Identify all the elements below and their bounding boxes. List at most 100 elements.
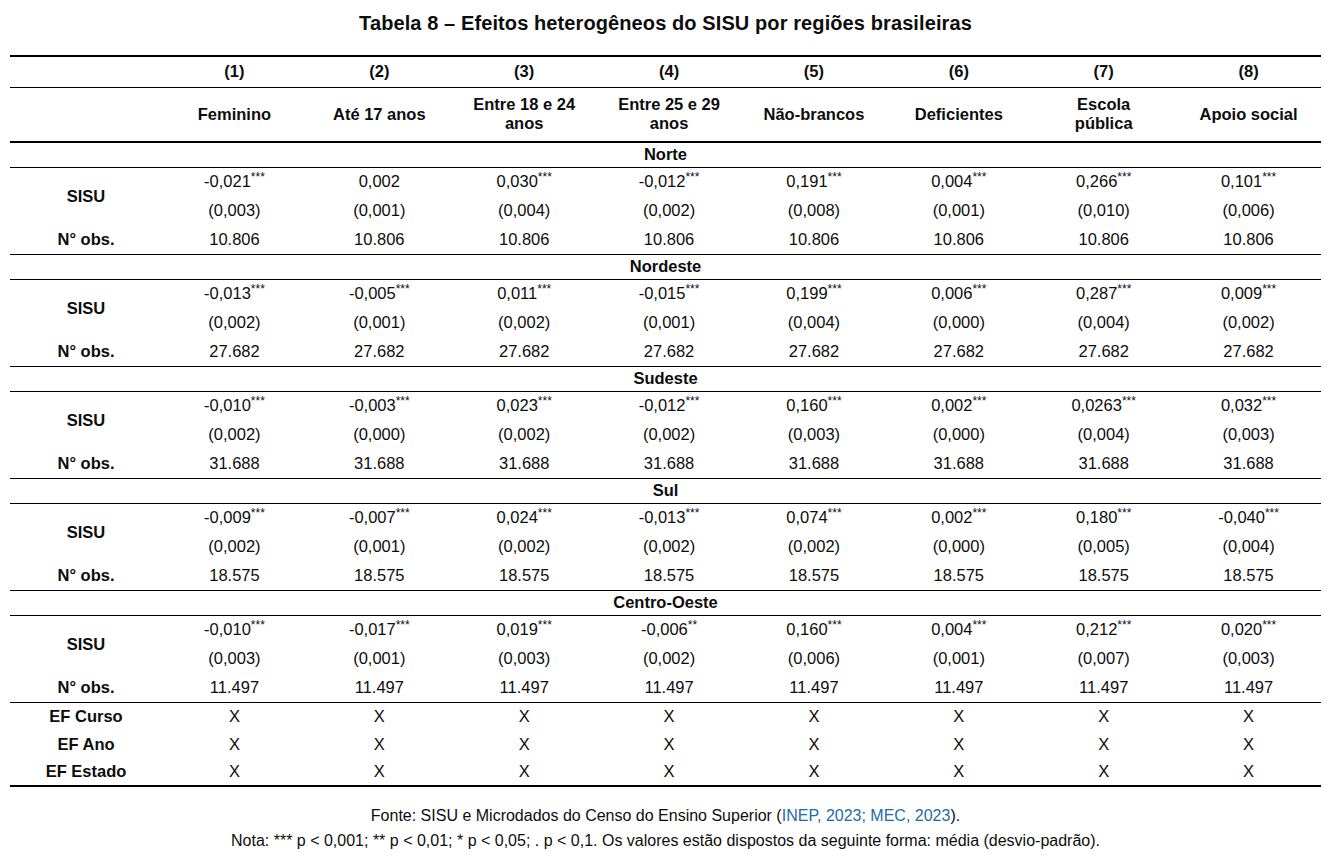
fixed-effect-cell: X xyxy=(307,730,452,758)
significance-stars: *** xyxy=(1117,618,1131,632)
coefficient-cell: 0,180*** xyxy=(1031,503,1176,532)
significance-stars: *** xyxy=(396,282,410,296)
obs-cell: 11.497 xyxy=(452,673,597,702)
significance-stars: *** xyxy=(1262,282,1276,296)
significance-stars: *** xyxy=(537,282,551,296)
obs-cell: 10.806 xyxy=(1176,225,1321,254)
significance-stars: *** xyxy=(972,170,986,184)
obs-cell: 27.682 xyxy=(742,337,887,366)
coefficient-cell: 0,030*** xyxy=(452,167,597,196)
coefficient-cell: -0,013*** xyxy=(597,503,742,532)
coefficient-cell: 0,023*** xyxy=(452,391,597,420)
fixed-effect-cell: X xyxy=(452,702,597,730)
standard-error-cell: (0,004) xyxy=(1031,308,1176,337)
obs-cell: 11.497 xyxy=(1031,673,1176,702)
column-header: Deficientes xyxy=(886,87,1031,142)
coefficient-cell: 0,019*** xyxy=(452,615,597,644)
column-number: (4) xyxy=(597,56,742,87)
table-header: (1)(2)(3)(4)(5)(6)(7)(8) FemininoAté 17 … xyxy=(10,56,1321,142)
region-row: Sudeste xyxy=(10,366,1321,391)
coefficient-cell: -0,040*** xyxy=(1176,503,1321,532)
column-header: Até 17 anos xyxy=(307,87,452,142)
region-header: Nordeste xyxy=(10,254,1321,279)
standard-error-cell: (0,001) xyxy=(307,196,452,225)
fixed-effect-cell: X xyxy=(1031,702,1176,730)
significance-stars: *** xyxy=(396,394,410,408)
sisu-coefficient-row: SISU-0,009***-0,007***0,024***-0,013***0… xyxy=(10,503,1321,532)
fixed-effect-cell: X xyxy=(597,730,742,758)
significance-stars: *** xyxy=(972,506,986,520)
standard-error-cell: (0,002) xyxy=(597,196,742,225)
fonte-citation-link[interactable]: INEP, 2023; MEC, 2023 xyxy=(782,807,951,824)
fixed-effect-cell: X xyxy=(162,702,307,730)
fixed-effect-cell: X xyxy=(1176,702,1321,730)
obs-cell: 18.575 xyxy=(1031,561,1176,590)
standard-error-cell: (0,001) xyxy=(307,644,452,673)
significance-stars: *** xyxy=(251,506,265,520)
obs-cell: 10.806 xyxy=(307,225,452,254)
significance-stars: *** xyxy=(828,282,842,296)
standard-error-cell: (0,000) xyxy=(307,420,452,449)
standard-error-cell: (0,002) xyxy=(597,644,742,673)
obs-cell: 31.688 xyxy=(1031,449,1176,478)
coefficient-cell: 0,266*** xyxy=(1031,167,1176,196)
column-header: Apoio social xyxy=(1176,87,1321,142)
coefficient-cell: 0,024*** xyxy=(452,503,597,532)
standard-error-cell: (0,002) xyxy=(162,308,307,337)
column-number: (3) xyxy=(452,56,597,87)
coefficient-cell: 0,212*** xyxy=(1031,615,1176,644)
standard-error-cell: (0,003) xyxy=(162,196,307,225)
coefficient-cell: 0,004*** xyxy=(886,615,1031,644)
coefficient-cell: 0,101*** xyxy=(1176,167,1321,196)
row-label-sisu: SISU xyxy=(10,615,162,673)
obs-cell: 27.682 xyxy=(1176,337,1321,366)
sisu-se-row: (0,002)(0,001)(0,002)(0,001)(0,004)(0,00… xyxy=(10,308,1321,337)
region-header: Centro-Oeste xyxy=(10,590,1321,615)
obs-cell: 11.497 xyxy=(162,673,307,702)
fixed-effect-cell: X xyxy=(597,702,742,730)
obs-cell: 10.806 xyxy=(742,225,887,254)
obs-cell: 27.682 xyxy=(162,337,307,366)
obs-cell: 18.575 xyxy=(1176,561,1321,590)
significance-note: Nota: *** p < 0,001; ** p < 0,01; * p < … xyxy=(0,828,1331,853)
fixed-effect-cell: X xyxy=(886,702,1031,730)
standard-error-cell: (0,000) xyxy=(886,532,1031,561)
coefficient-cell: -0,013*** xyxy=(162,279,307,308)
sisu-se-row: (0,002)(0,000)(0,002)(0,002)(0,003)(0,00… xyxy=(10,420,1321,449)
row-label-fixed-effect: EF Ano xyxy=(10,730,162,758)
row-label-sisu: SISU xyxy=(10,279,162,337)
standard-error-cell: (0,001) xyxy=(597,308,742,337)
significance-stars: ** xyxy=(688,618,697,632)
sisu-se-row: (0,003)(0,001)(0,004)(0,002)(0,008)(0,00… xyxy=(10,196,1321,225)
significance-stars: *** xyxy=(538,170,552,184)
fixed-effect-cell: X xyxy=(452,758,597,786)
standard-error-cell: (0,001) xyxy=(307,532,452,561)
column-number-row: (1)(2)(3)(4)(5)(6)(7)(8) xyxy=(10,56,1321,87)
standard-error-cell: (0,003) xyxy=(1176,644,1321,673)
coefficient-cell: 0,004*** xyxy=(886,167,1031,196)
significance-stars: *** xyxy=(1262,618,1276,632)
obs-row: N° obs.18.57518.57518.57518.57518.57518.… xyxy=(10,561,1321,590)
standard-error-cell: (0,001) xyxy=(886,644,1031,673)
source-note-text: Fonte: SISU e Microdados do Censo do Ens… xyxy=(371,807,782,824)
row-label-obs: N° obs. xyxy=(10,673,162,702)
fixed-effect-cell: X xyxy=(742,758,887,786)
row-label-obs: N° obs. xyxy=(10,225,162,254)
column-number: (7) xyxy=(1031,56,1176,87)
standard-error-cell: (0,004) xyxy=(742,308,887,337)
standard-error-cell: (0,002) xyxy=(597,532,742,561)
fixed-effect-row: EF EstadoXXXXXXXX xyxy=(10,758,1321,786)
standard-error-cell: (0,008) xyxy=(742,196,887,225)
coefficient-cell: 0,011*** xyxy=(452,279,597,308)
fixed-effect-cell: X xyxy=(162,758,307,786)
fixed-effect-cell: X xyxy=(452,730,597,758)
standard-error-cell: (0,001) xyxy=(307,308,452,337)
coefficient-cell: -0,021*** xyxy=(162,167,307,196)
page-title: Tabela 8 – Efeitos heterogêneos do SISU … xyxy=(0,0,1331,35)
obs-cell: 18.575 xyxy=(742,561,887,590)
standard-error-cell: (0,004) xyxy=(1031,420,1176,449)
obs-cell: 10.806 xyxy=(1031,225,1176,254)
sisu-coefficient-row: SISU-0,021***0,0020,030***-0,012***0,191… xyxy=(10,167,1321,196)
coefficient-cell: -0,005*** xyxy=(307,279,452,308)
obs-cell: 11.497 xyxy=(886,673,1031,702)
